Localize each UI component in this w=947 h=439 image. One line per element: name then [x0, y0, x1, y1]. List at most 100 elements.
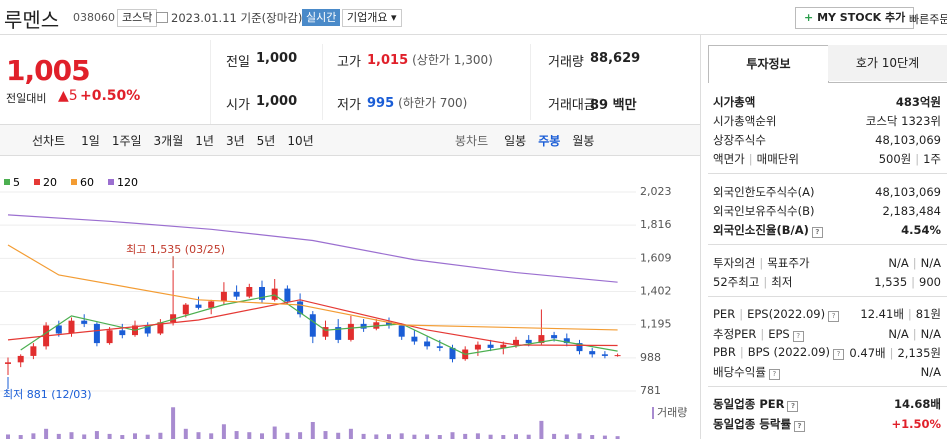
info-label: 시가총액순위: [713, 113, 776, 129]
info-row: 외국인한도주식수(A) 48,103,069: [713, 182, 941, 201]
chart: 2,023 1,816 1,609 1,402 1,195 988 781 5 20 60 120 거…: [0, 176, 687, 439]
plus-icon: +: [804, 11, 814, 24]
tab[interactable]: 투자정보: [708, 45, 829, 83]
candle-body: [551, 335, 558, 339]
period-tab[interactable]: 10년: [287, 134, 314, 148]
quote-value: 1,000: [256, 51, 297, 66]
tab[interactable]: 호가 10단계: [828, 45, 947, 81]
volume-bar: [247, 432, 252, 439]
info-label: 동일업종 등락률?: [713, 416, 806, 432]
value-part: 48,103,069: [875, 133, 941, 148]
line-tabs: 선차트 1일 1주일 3개월 1년 3년 5년 10년: [32, 132, 326, 149]
label-part: EPS: [768, 326, 790, 341]
volume-bar: [285, 432, 290, 439]
period-tab[interactable]: 3년: [225, 134, 245, 148]
volume-bar: [209, 433, 214, 439]
y-tick-label: 1,816: [640, 218, 672, 231]
info-row: PER | EPS(2022.09)? 12.41배 | 81원: [713, 305, 941, 324]
quote-value: 89 백만: [590, 94, 637, 113]
candle-body: [81, 320, 88, 324]
help-icon: ?: [811, 227, 823, 239]
legend-label: 20: [43, 176, 57, 189]
legend-swatch: [4, 179, 10, 185]
quote-label: 거래량: [548, 55, 584, 70]
volume-bar: [361, 433, 366, 439]
volume-bar: [183, 428, 188, 439]
realtime-badge[interactable]: 실시간: [302, 9, 341, 26]
value-part: 2,135원: [897, 345, 941, 360]
legend-label: 5: [13, 176, 20, 189]
legend-label: 120: [117, 176, 138, 189]
info-label: 상장주식수: [713, 132, 766, 148]
period-tab[interactable]: 1일: [81, 134, 100, 148]
y-tick-label: 1,402: [640, 284, 672, 297]
note: (상한가 1,300): [412, 53, 493, 67]
label-part: 52주최고: [713, 274, 760, 289]
period-tab[interactable]: 1년: [195, 134, 214, 148]
value-part: N/A: [920, 365, 941, 380]
period-tab[interactable]: 주봉: [538, 134, 561, 148]
candle-body: [5, 362, 11, 364]
ma-line: [7, 214, 618, 283]
note: (하한가 700): [398, 96, 468, 110]
info-row: 액면가 | 매매단위 500원 | 1주: [713, 150, 941, 169]
separator: |: [889, 345, 894, 360]
label-part: BPS (2022.09): [747, 345, 831, 360]
group-separator: [708, 173, 947, 175]
volume-bar: [564, 434, 569, 439]
quote-label: 저가: [337, 98, 361, 113]
volume-bar: [120, 435, 125, 439]
volume-bar: [260, 433, 264, 439]
info-label: PBR | BPS (2022.09)?: [713, 345, 845, 361]
candle-body: [284, 288, 291, 302]
candle-body: [538, 335, 545, 344]
info-row: 상장주식수 48,103,069: [713, 131, 941, 150]
candle-body: [30, 346, 37, 356]
label-part: 시가총액순위: [713, 113, 777, 128]
change: ▲5: [58, 88, 78, 104]
company-button[interactable]: 기업개요 ▾: [342, 9, 402, 27]
info-label: 외국인소진율(B/A)?: [713, 222, 823, 239]
candle-body: [614, 355, 621, 357]
volume-bar: [615, 436, 620, 439]
ma-line: [7, 299, 618, 347]
candle-body: [68, 320, 75, 334]
value: 1,015: [367, 53, 409, 68]
y-tick-label: 988: [640, 351, 661, 364]
candle-body: [436, 346, 443, 348]
quote-value: 1,000: [256, 94, 297, 109]
info-value: 500원 | 1주: [879, 151, 941, 167]
volume-bar: [234, 431, 239, 439]
period-tab[interactable]: 1주일: [111, 134, 142, 148]
info-label: 배당수익률?: [713, 364, 780, 381]
info-row: 배당수익률? N/A: [713, 363, 941, 382]
quote-label: 고가: [337, 55, 361, 70]
change-value: 5: [68, 88, 78, 104]
candle-body: [601, 354, 608, 356]
period-tab[interactable]: 3개월: [153, 134, 184, 148]
info-row: 동일업종 PER? 14.68배: [713, 395, 941, 414]
help-icon: ?: [794, 420, 806, 432]
candle-body: [335, 327, 342, 340]
info-tabs: 투자정보 호가 10단계: [708, 45, 947, 83]
mystock-button[interactable]: + MY STOCK 추가: [795, 7, 915, 29]
period-tab[interactable]: 일봉: [504, 134, 527, 148]
period-tab[interactable]: 5년: [256, 134, 276, 148]
value-part: 2,183,484: [882, 204, 941, 218]
volume-bar: [133, 433, 137, 439]
value-part: 4.54%: [901, 223, 941, 238]
candle-body: [55, 325, 62, 334]
value-part: N/A: [888, 326, 909, 341]
candle-body: [259, 287, 265, 300]
candle-tabs: 봉차트 일봉 주봉 월봉: [455, 132, 606, 149]
volume-bar: [475, 433, 480, 439]
info-row: 52주최고 | 최저 1,535 | 900: [713, 272, 941, 291]
quick-order[interactable]: 빠른주문: [909, 13, 947, 26]
volume-bar: [463, 433, 468, 439]
value-part: 48,103,069: [875, 184, 941, 199]
volume-bar: [6, 434, 10, 439]
period-tab[interactable]: 월봉: [572, 134, 595, 148]
separator: [322, 44, 323, 120]
label-part: 배당수익률: [713, 365, 766, 380]
